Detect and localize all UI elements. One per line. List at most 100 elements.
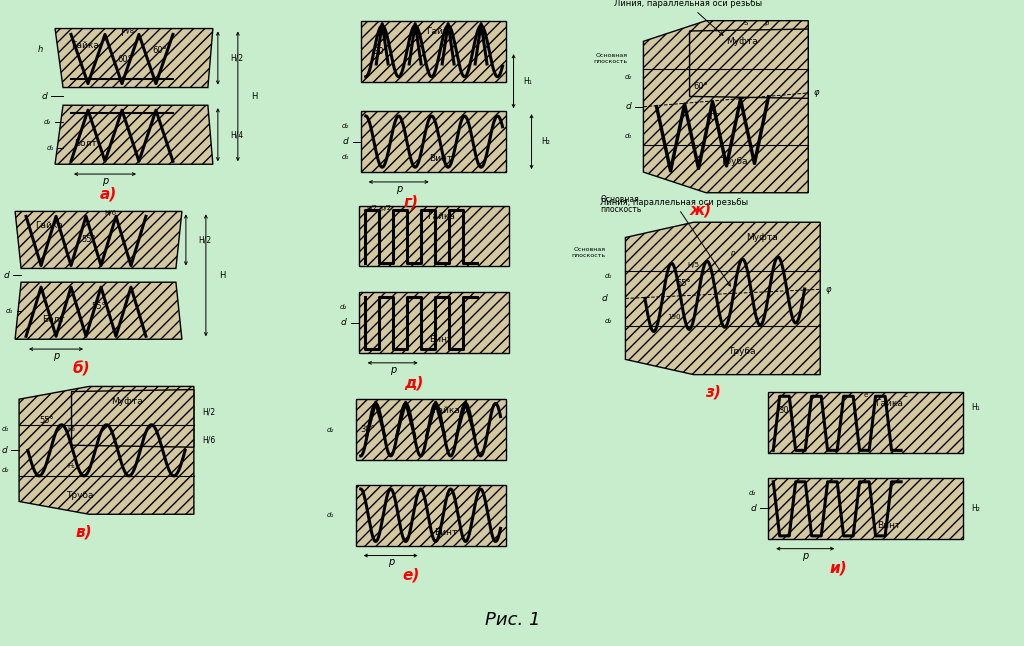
Text: H/2: H/2: [229, 54, 243, 63]
Text: Z: Z: [902, 392, 907, 399]
Text: d₁: d₁: [6, 307, 13, 314]
Text: H₂: H₂: [68, 426, 76, 432]
Polygon shape: [643, 21, 808, 193]
Text: φ: φ: [825, 285, 830, 294]
Text: H/5: H/5: [687, 262, 699, 268]
Text: d: d: [341, 318, 347, 327]
Text: d: d: [751, 504, 757, 513]
Text: Винт: Винт: [878, 521, 901, 530]
Text: H/4: H/4: [229, 130, 243, 140]
Text: Болт: Болт: [42, 315, 65, 324]
Text: H: H: [251, 92, 257, 101]
Text: d₁: d₁: [2, 426, 9, 432]
Text: в): в): [76, 525, 92, 539]
Polygon shape: [626, 222, 820, 375]
Text: d₂: d₂: [604, 318, 611, 324]
Text: d₂: d₂: [341, 123, 349, 129]
Polygon shape: [358, 205, 509, 267]
Polygon shape: [355, 399, 506, 460]
Polygon shape: [19, 386, 194, 514]
Text: Линия, параллельная оси резьбы: Линия, параллельная оси резьбы: [613, 0, 762, 36]
Polygon shape: [15, 282, 182, 339]
Text: е): е): [402, 568, 420, 583]
Text: Гайка: Гайка: [35, 221, 63, 230]
Text: d₁: d₁: [341, 154, 349, 160]
Text: 60°: 60°: [118, 55, 132, 64]
Text: d: d: [41, 92, 47, 101]
Text: d₂: d₂: [340, 304, 347, 310]
Text: Гайка: Гайка: [427, 212, 455, 221]
Text: Гайка: Гайка: [71, 41, 99, 50]
Text: Винт: Винт: [429, 335, 453, 344]
Text: p: p: [387, 557, 394, 567]
Text: Муфта: Муфта: [726, 37, 758, 46]
Polygon shape: [360, 111, 506, 172]
Text: б): б): [73, 361, 90, 377]
Text: Муфта: Муфта: [112, 397, 143, 406]
Polygon shape: [55, 105, 213, 164]
Text: d₁: d₁: [625, 133, 632, 139]
Text: Основная
плоскость: Основная плоскость: [571, 247, 605, 258]
Text: H/6: H/6: [202, 435, 215, 444]
Text: p/2: p/2: [380, 205, 391, 211]
Text: p: p: [395, 184, 401, 194]
Text: d₂: d₂: [327, 427, 334, 433]
Text: H₁: H₁: [68, 463, 76, 469]
Text: Винт: Винт: [429, 154, 452, 163]
Text: 90°: 90°: [706, 112, 720, 121]
Text: г): г): [403, 194, 418, 209]
Text: 60°: 60°: [153, 47, 167, 56]
Text: d₁: d₁: [327, 512, 334, 518]
Text: d: d: [602, 294, 607, 303]
Text: d₂: d₂: [2, 466, 9, 472]
Text: H₂: H₂: [542, 137, 550, 146]
Text: d₂: d₂: [625, 74, 632, 81]
Text: 30°: 30°: [778, 406, 793, 415]
Text: 190: 190: [668, 314, 681, 320]
Text: Болт: Болт: [74, 139, 96, 148]
Polygon shape: [72, 390, 194, 447]
Text: Труба: Труба: [67, 490, 94, 499]
Text: Основная
плоскость: Основная плоскость: [600, 195, 642, 214]
Text: p: p: [101, 176, 109, 186]
Text: e: e: [863, 392, 867, 399]
Text: p: p: [53, 351, 59, 361]
Text: d₂: d₂: [44, 119, 51, 125]
Polygon shape: [360, 21, 506, 81]
Text: H₂: H₂: [971, 504, 980, 513]
Polygon shape: [768, 392, 963, 453]
Text: p: p: [730, 250, 735, 256]
Text: Муфта: Муфта: [745, 233, 777, 242]
Text: H₁: H₁: [523, 77, 532, 86]
Text: φ: φ: [813, 89, 819, 98]
Text: d₂: d₂: [749, 490, 757, 496]
Text: Линия, параллельная оси резьбы: Линия, параллельная оси резьбы: [600, 198, 749, 286]
Text: Винт: Винт: [434, 528, 458, 537]
Text: d: d: [3, 271, 9, 280]
Text: Рис. 1: Рис. 1: [484, 611, 541, 629]
Text: H/2: H/2: [198, 235, 211, 244]
Polygon shape: [358, 292, 509, 353]
Text: H/2: H/2: [202, 408, 215, 417]
Text: а): а): [99, 186, 117, 201]
Text: Труба: Труба: [728, 348, 756, 357]
Text: d: d: [343, 137, 349, 146]
Text: p: p: [765, 19, 769, 26]
Text: 55°: 55°: [40, 417, 54, 426]
Text: 55°: 55°: [92, 302, 106, 311]
Text: 55°: 55°: [82, 235, 96, 244]
Text: H: H: [219, 271, 225, 280]
Text: H/8: H/8: [122, 28, 134, 34]
Text: d: d: [626, 102, 632, 111]
Text: p/2: p/2: [367, 205, 377, 211]
Text: 30°: 30°: [374, 47, 388, 56]
Text: ж): ж): [690, 203, 712, 218]
Text: Гайка: Гайка: [432, 406, 460, 415]
Text: 30°: 30°: [360, 425, 375, 434]
Text: Основная
плоскость: Основная плоскость: [593, 53, 628, 64]
Text: 60°: 60°: [693, 81, 709, 90]
Text: 55°: 55°: [677, 278, 691, 287]
Polygon shape: [689, 29, 808, 98]
Text: H₁: H₁: [971, 403, 980, 412]
Polygon shape: [15, 211, 182, 269]
